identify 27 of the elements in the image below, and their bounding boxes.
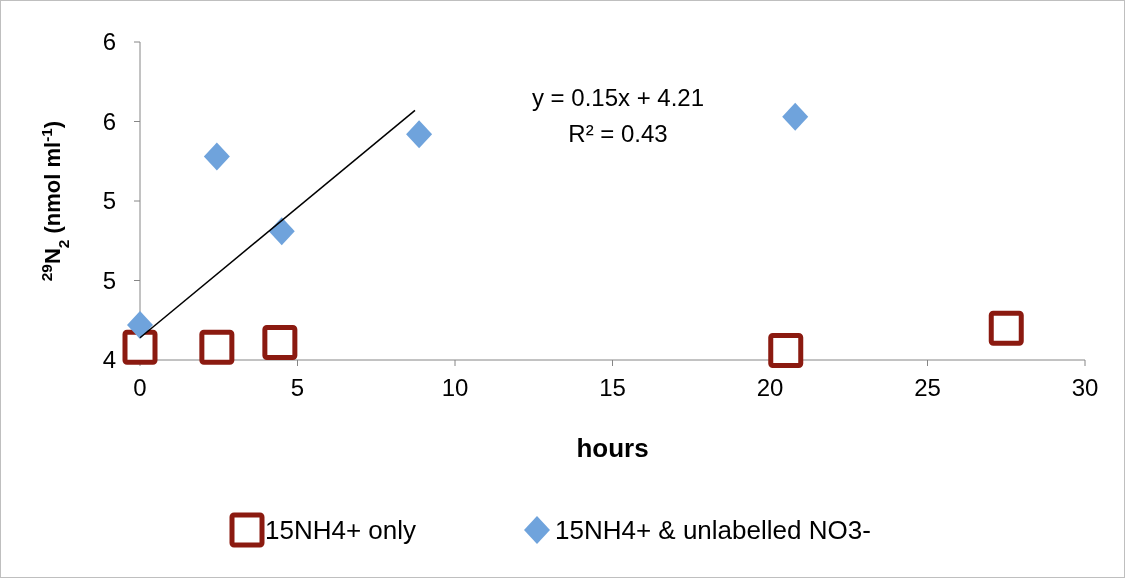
x-tick-label: 30 — [1071, 374, 1099, 401]
point — [203, 142, 230, 171]
point — [406, 120, 433, 149]
point — [268, 217, 295, 246]
x-tick-label: 20 — [756, 374, 784, 401]
y-tick-label: 5 — [102, 266, 116, 294]
y-tick-label: 6 — [102, 28, 116, 56]
point — [122, 329, 158, 365]
point — [262, 325, 298, 361]
x-tick-label: 5 — [290, 374, 305, 401]
annotation: y = 0.15x + 4.21 — [531, 84, 705, 111]
point — [988, 310, 1024, 346]
point — [768, 332, 804, 368]
point — [127, 311, 153, 340]
y-tick-label: 4 — [102, 346, 116, 374]
x-tick-label: 25 — [914, 374, 941, 401]
legend-label: 15NH4+ only — [265, 515, 417, 546]
x-tick-label: 15 — [599, 374, 626, 401]
y-tick-label: 6 — [102, 107, 116, 135]
x-axis-title: hours — [576, 433, 649, 463]
x-tick-label: 10 — [441, 374, 469, 401]
y-tick-label: 5 — [102, 187, 116, 215]
point — [199, 329, 235, 365]
x-tick-label: 0 — [133, 374, 147, 401]
point — [782, 102, 809, 131]
annotation: R² = 0.43 — [568, 120, 668, 147]
legend-label: 15NH4+ & unlabelled NO3- — [555, 515, 871, 546]
